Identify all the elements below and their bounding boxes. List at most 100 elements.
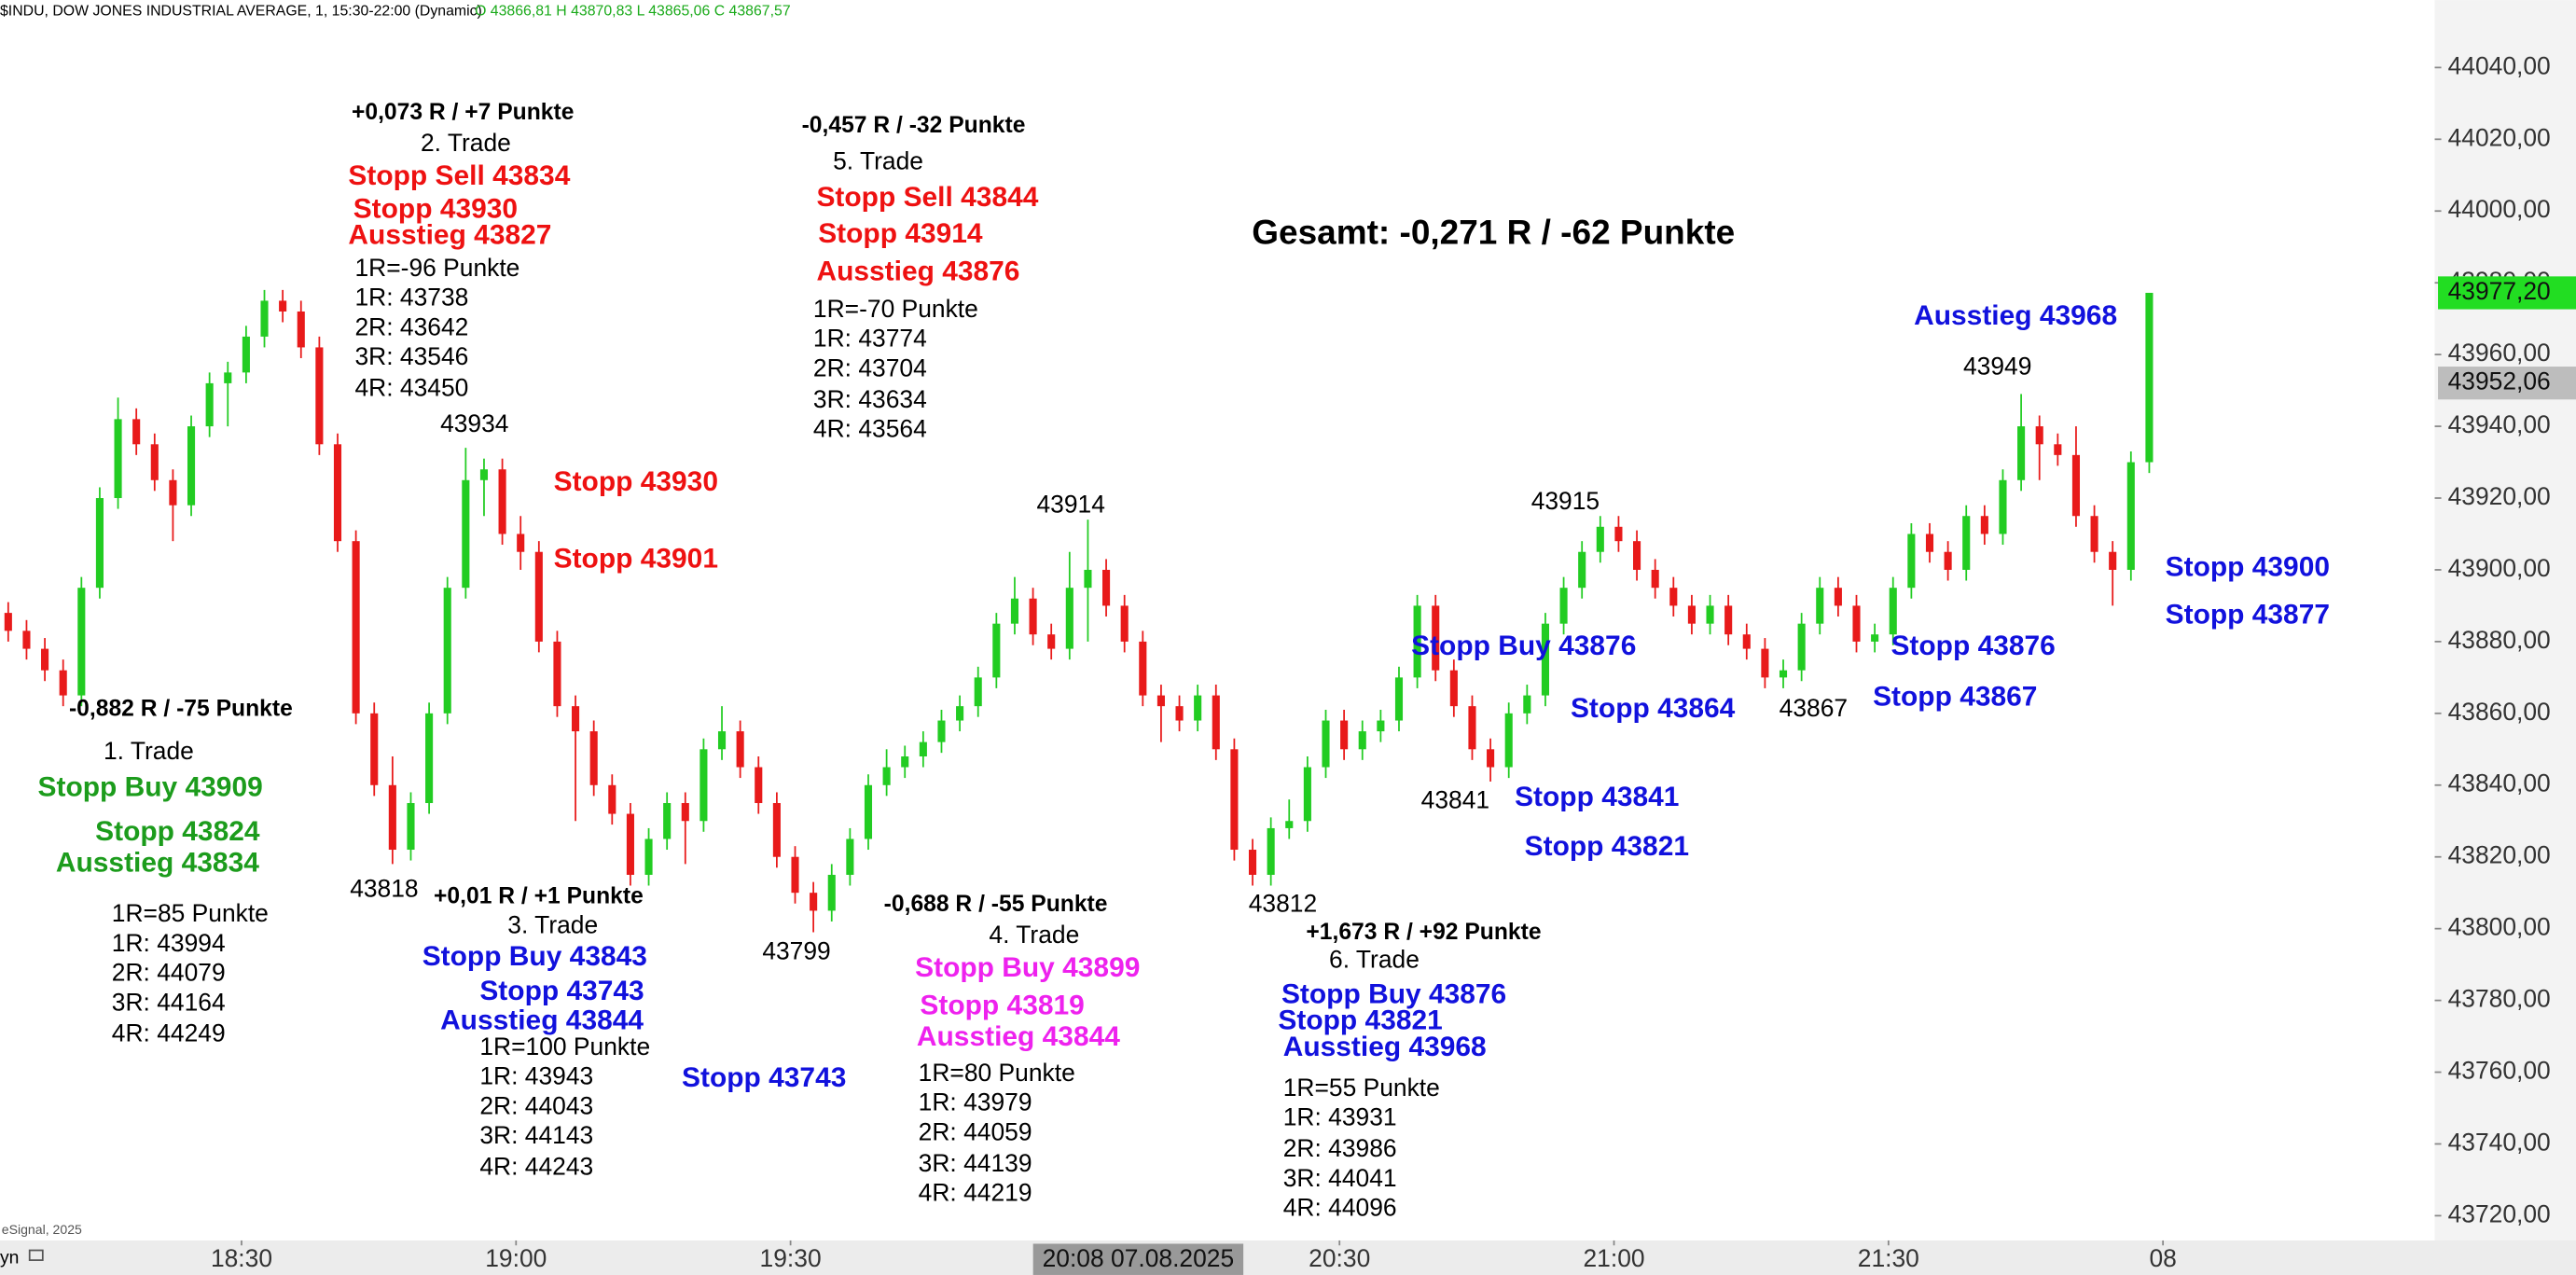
annotation: +0,073 R / +7 Punkte — [352, 100, 574, 125]
candle-body — [1029, 598, 1037, 635]
candle-body — [443, 588, 451, 714]
annotation: 43812 — [1249, 890, 1317, 918]
candle-body — [1340, 720, 1349, 750]
annotation: 1R: 43943 — [479, 1062, 593, 1090]
annotation: Ausstieg 43968 — [1283, 1032, 1487, 1062]
annotation: Stopp 43841 — [1515, 782, 1679, 812]
candle-body — [1925, 534, 1934, 552]
annotation: 43841 — [1421, 786, 1489, 814]
candle-body — [901, 755, 909, 768]
candle-body — [1156, 695, 1165, 707]
candle-body — [791, 856, 799, 894]
candle-body — [1047, 634, 1056, 649]
candle-body — [772, 803, 781, 857]
annotation: 6. Trade — [1329, 945, 1420, 973]
candle-body — [2035, 426, 2043, 445]
candle-body — [2109, 551, 2117, 570]
annotation: 2R: 44079 — [112, 959, 226, 987]
candle-body — [498, 469, 506, 534]
x-tick-label: 19:30 — [760, 1244, 822, 1272]
candle-body — [1285, 821, 1294, 828]
price-label-box — [2438, 367, 2576, 400]
annotation: 1R: 43979 — [919, 1088, 1032, 1116]
candle-body — [1468, 706, 1476, 750]
candle-body — [1212, 695, 1220, 750]
candle-body — [279, 300, 287, 312]
annotation: 1R=55 Punkte — [1283, 1074, 1440, 1102]
y-tick-label: 44020,00 — [2448, 123, 2551, 151]
annotation: 3R: 44164 — [112, 988, 226, 1016]
candle-body — [1102, 569, 1111, 606]
candle-body — [1267, 827, 1275, 875]
annotation: 4. Trade — [989, 921, 1079, 949]
candle-body — [1449, 670, 1458, 707]
candle-body — [1724, 605, 1733, 635]
candle-body — [1065, 588, 1073, 649]
annotation: 4R: 44096 — [1283, 1193, 1397, 1221]
candle-body — [1578, 551, 1586, 589]
annotation: Stopp 43867 — [1873, 682, 2037, 713]
annotation: Stopp 43824 — [95, 816, 260, 847]
candle-body — [77, 588, 86, 696]
annotation: Stopp 43930 — [353, 193, 518, 224]
candle-body — [1871, 634, 1879, 642]
annotation: -0,457 R / -32 Punkte — [802, 113, 1026, 138]
candle-body — [169, 479, 177, 506]
annotation: 2. Trade — [421, 129, 511, 157]
candle-body — [1541, 623, 1550, 696]
plot-area — [0, 0, 2435, 1240]
candle-body — [846, 838, 854, 875]
annotation: Stopp 43900 — [2166, 551, 2330, 582]
annotation: Stopp Buy 43909 — [38, 771, 263, 802]
candle-body — [1669, 588, 1678, 606]
annotation: 3. Trade — [507, 911, 598, 939]
candle-body — [297, 311, 305, 348]
y-tick-label: 43920,00 — [2448, 482, 2551, 510]
candle-body — [1944, 551, 1952, 570]
annotation: 43914 — [1036, 491, 1104, 519]
annotation: +0,01 R / +1 Punkte — [434, 883, 644, 908]
candle-body — [333, 444, 342, 542]
candle-body — [553, 641, 561, 707]
annotation: 1R=100 Punkte — [479, 1032, 650, 1060]
candle-body — [114, 419, 122, 499]
candle-body — [1596, 526, 1604, 552]
candle-body — [425, 713, 434, 804]
candle-body — [681, 803, 689, 822]
chart-title: $INDU, DOW JONES INDUSTRIAL AVERAGE, 1, … — [0, 4, 482, 20]
candle-body — [608, 784, 616, 814]
annotation: 1R: 43774 — [813, 325, 927, 353]
annotation: Stopp 43819 — [920, 991, 1084, 1021]
candle-body — [1413, 605, 1421, 678]
candle-body — [95, 498, 104, 589]
y-tick-label: 43820,00 — [2448, 841, 2551, 869]
candle-body — [1852, 605, 1861, 642]
candle-body — [407, 803, 415, 851]
cursor-label: 20:08 07.08.2025 — [1043, 1244, 1235, 1272]
y-tick-label: 43760,00 — [2448, 1057, 2551, 1085]
candle-body — [1797, 623, 1806, 671]
price-axis-panel — [2434, 0, 2576, 1275]
annotation: 1R=80 Punkte — [919, 1059, 1075, 1087]
candle-body — [1120, 605, 1129, 642]
candle-body — [882, 767, 891, 785]
candle-body — [1633, 541, 1641, 570]
cursor-label-box — [1032, 1243, 1244, 1275]
candle-body — [1907, 534, 1916, 589]
annotation: Ausstieg 43834 — [56, 847, 259, 878]
candle-body — [974, 677, 982, 707]
y-tick-label: 43740,00 — [2448, 1128, 2551, 1156]
candle-body — [1999, 479, 2007, 534]
annotation: 3R: 44143 — [479, 1121, 593, 1149]
candle-body — [1706, 605, 1714, 624]
annotation: Stopp 43743 — [682, 1062, 846, 1093]
annotation: 1R=-96 Punkte — [354, 254, 519, 282]
candle-body — [224, 372, 232, 383]
candle-body — [1834, 588, 1842, 606]
candle-body — [1889, 588, 1897, 635]
candle-body — [937, 720, 946, 742]
annotation: 4R: 44219 — [919, 1179, 1032, 1207]
ohlc-label: O 43866,81 H 43870,83 L 43865,06 C 43867… — [475, 4, 791, 20]
candle-body — [663, 803, 672, 839]
